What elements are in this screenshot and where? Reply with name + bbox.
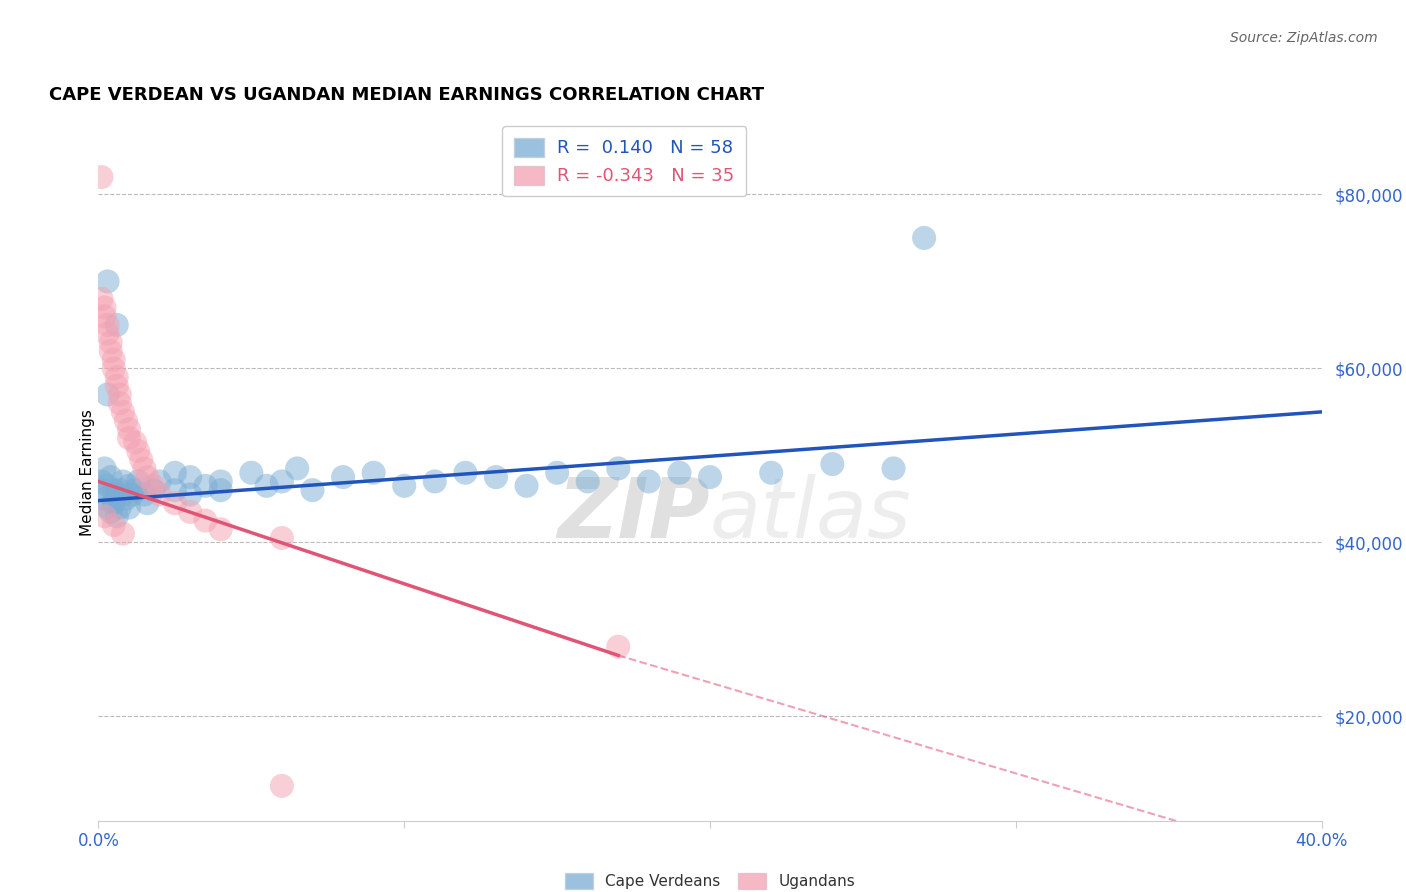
Point bbox=[129, 452, 152, 467]
Point bbox=[105, 370, 128, 384]
Text: CAPE VERDEAN VS UGANDAN MEDIAN EARNINGS CORRELATION CHART: CAPE VERDEAN VS UGANDAN MEDIAN EARNINGS … bbox=[49, 86, 765, 103]
Point bbox=[163, 466, 186, 480]
Point bbox=[759, 466, 782, 480]
Point bbox=[194, 514, 217, 528]
Point bbox=[392, 479, 416, 493]
Point bbox=[127, 444, 149, 458]
Point bbox=[546, 466, 568, 480]
Text: atlas: atlas bbox=[710, 474, 911, 555]
Point bbox=[127, 475, 149, 489]
Point bbox=[134, 461, 156, 475]
Point bbox=[912, 231, 935, 245]
Point bbox=[363, 466, 385, 480]
Point bbox=[301, 483, 323, 498]
Point bbox=[93, 509, 115, 524]
Point bbox=[97, 318, 120, 332]
Point bbox=[209, 475, 232, 489]
Point bbox=[576, 475, 599, 489]
Point bbox=[163, 483, 186, 498]
Point bbox=[454, 466, 477, 480]
Point bbox=[108, 500, 131, 515]
Point bbox=[108, 396, 131, 410]
Text: ZIP: ZIP bbox=[557, 474, 710, 555]
Point bbox=[270, 475, 292, 489]
Point bbox=[637, 475, 661, 489]
Point bbox=[142, 483, 165, 498]
Point bbox=[90, 483, 112, 498]
Point bbox=[103, 517, 125, 532]
Point bbox=[163, 496, 186, 510]
Point bbox=[332, 470, 354, 484]
Point bbox=[516, 479, 538, 493]
Point bbox=[134, 487, 156, 501]
Point bbox=[270, 531, 292, 545]
Point bbox=[209, 483, 232, 498]
Point bbox=[111, 526, 134, 541]
Point bbox=[100, 470, 122, 484]
Point bbox=[240, 466, 263, 480]
Point bbox=[118, 422, 141, 436]
Point bbox=[209, 522, 232, 536]
Point bbox=[103, 496, 125, 510]
Point bbox=[149, 487, 172, 501]
Point bbox=[149, 475, 172, 489]
Point bbox=[97, 500, 120, 515]
Point bbox=[124, 435, 146, 450]
Point bbox=[97, 275, 120, 289]
Point bbox=[256, 479, 278, 493]
Point bbox=[111, 475, 134, 489]
Point bbox=[118, 431, 141, 445]
Point bbox=[103, 352, 125, 367]
Y-axis label: Median Earnings: Median Earnings bbox=[80, 409, 94, 536]
Point bbox=[111, 405, 134, 419]
Point bbox=[124, 483, 146, 498]
Point bbox=[100, 335, 122, 350]
Point bbox=[90, 169, 112, 185]
Point bbox=[108, 387, 131, 401]
Point bbox=[97, 387, 120, 401]
Point bbox=[142, 479, 165, 493]
Point bbox=[105, 487, 128, 501]
Point bbox=[485, 470, 508, 484]
Point bbox=[607, 461, 630, 475]
Point bbox=[97, 479, 120, 493]
Point bbox=[93, 301, 115, 315]
Point bbox=[699, 470, 721, 484]
Point bbox=[118, 500, 141, 515]
Point bbox=[118, 479, 141, 493]
Legend: Cape Verdeans, Ugandans: Cape Verdeans, Ugandans bbox=[558, 865, 862, 892]
Point bbox=[90, 292, 112, 306]
Point bbox=[121, 487, 143, 501]
Point bbox=[103, 361, 125, 376]
Point bbox=[179, 470, 201, 484]
Point bbox=[423, 475, 446, 489]
Point bbox=[136, 496, 159, 510]
Point bbox=[883, 461, 905, 475]
Point bbox=[194, 479, 217, 493]
Point bbox=[105, 318, 128, 332]
Point bbox=[108, 483, 131, 498]
Point bbox=[97, 326, 120, 341]
Point bbox=[93, 461, 115, 475]
Point bbox=[93, 310, 115, 324]
Point bbox=[668, 466, 690, 480]
Point bbox=[100, 505, 122, 519]
Point bbox=[285, 461, 308, 475]
Point bbox=[136, 470, 159, 484]
Point bbox=[111, 487, 134, 501]
Point bbox=[105, 378, 128, 392]
Point bbox=[115, 491, 138, 506]
Point bbox=[93, 491, 115, 506]
Point bbox=[179, 505, 201, 519]
Point bbox=[270, 779, 292, 793]
Point bbox=[100, 344, 122, 359]
Text: Source: ZipAtlas.com: Source: ZipAtlas.com bbox=[1230, 31, 1378, 45]
Point bbox=[103, 483, 125, 498]
Point bbox=[105, 509, 128, 524]
Point bbox=[179, 487, 201, 501]
Point bbox=[821, 457, 844, 471]
Point bbox=[115, 414, 138, 428]
Point bbox=[607, 640, 630, 654]
Point bbox=[90, 475, 112, 489]
